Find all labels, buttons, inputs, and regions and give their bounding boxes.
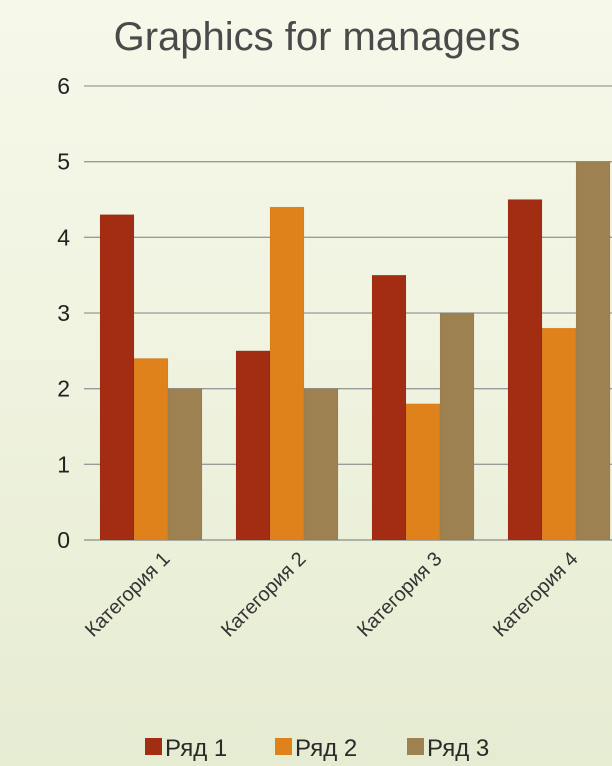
bars: [99, 161, 611, 541]
x-tick-label: Категория 4: [489, 548, 582, 641]
x-tick-label: Категория 1: [81, 548, 174, 641]
y-tick-label: 6: [57, 73, 70, 99]
chart-title: Graphics for managers: [114, 15, 521, 59]
bar-series-2-category-1: [133, 358, 169, 541]
bar-series-3-category-3: [439, 312, 475, 541]
x-tick-label: Категория 3: [353, 548, 446, 641]
bar-series-3-category-2: [303, 388, 339, 541]
x-tick-label: Категория 2: [217, 548, 310, 641]
bar-series-1-category-2: [235, 350, 271, 541]
legend-swatch-series-2: [275, 738, 292, 755]
legend-label-series-2: Ряд 2: [295, 735, 357, 762]
y-tick-label: 5: [57, 149, 70, 175]
y-tick-label: 1: [57, 451, 70, 477]
x-axis-ticks: Категория 1 Категория 2 Категория 3 Категор…: [81, 548, 582, 641]
bar-series-3-category-4: [575, 161, 611, 541]
y-tick-label: 4: [57, 224, 70, 250]
bar-series-1-category-1: [99, 214, 135, 541]
legend: Ряд 1 Ряд 2 Ряд 3: [145, 735, 489, 762]
bar-series-1-category-4: [507, 199, 543, 541]
y-tick-label: 2: [57, 376, 70, 402]
legend-label-series-3: Ряд 3: [427, 735, 489, 762]
y-tick-label: 0: [57, 527, 70, 553]
bar-series-2-category-4: [541, 327, 577, 541]
legend-swatch-series-1: [145, 738, 162, 755]
legend-swatch-series-3: [407, 738, 424, 755]
bar-series-3-category-1: [167, 388, 203, 541]
legend-label-series-1: Ряд 1: [165, 735, 227, 762]
bar-series-1-category-3: [371, 274, 407, 541]
y-tick-label: 3: [57, 300, 70, 326]
bar-series-2-category-2: [269, 206, 305, 541]
bar-series-2-category-3: [405, 403, 441, 541]
y-axis-ticks: 0 1 2 3 4 5 6: [57, 73, 70, 553]
